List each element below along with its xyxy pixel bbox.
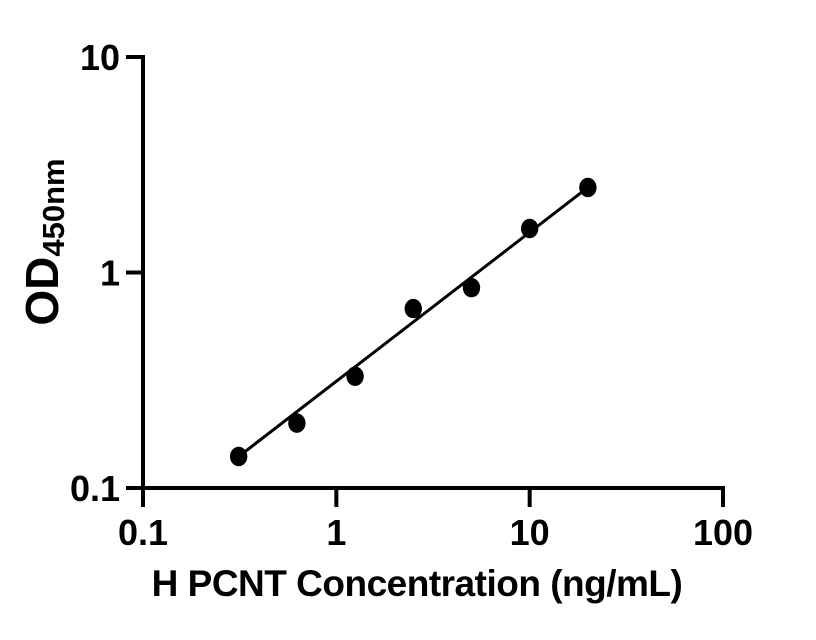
y-axis-title-main: OD	[16, 256, 68, 326]
y-tick-label: 1	[100, 253, 120, 294]
y-tick-label: 10	[80, 37, 120, 78]
data-point	[579, 177, 597, 198]
x-tick-label: 0.1	[118, 512, 168, 553]
y-tick-label: 0.1	[70, 468, 120, 509]
data-point	[288, 413, 306, 433]
x-tick-label: 1	[326, 512, 346, 553]
x-axis-title: H PCNT Concentration (ng/mL)	[151, 563, 683, 604]
data-point	[520, 218, 539, 239]
y-axis-title: OD450nm	[16, 112, 71, 372]
data-point	[462, 278, 481, 298]
data-point	[346, 366, 364, 386]
y-axis-title-subscript: 450nm	[36, 158, 71, 257]
data-point	[404, 298, 422, 319]
x-tick-label: 10	[510, 512, 550, 553]
x-tick-label: 100	[693, 512, 753, 553]
data-point	[229, 446, 248, 467]
